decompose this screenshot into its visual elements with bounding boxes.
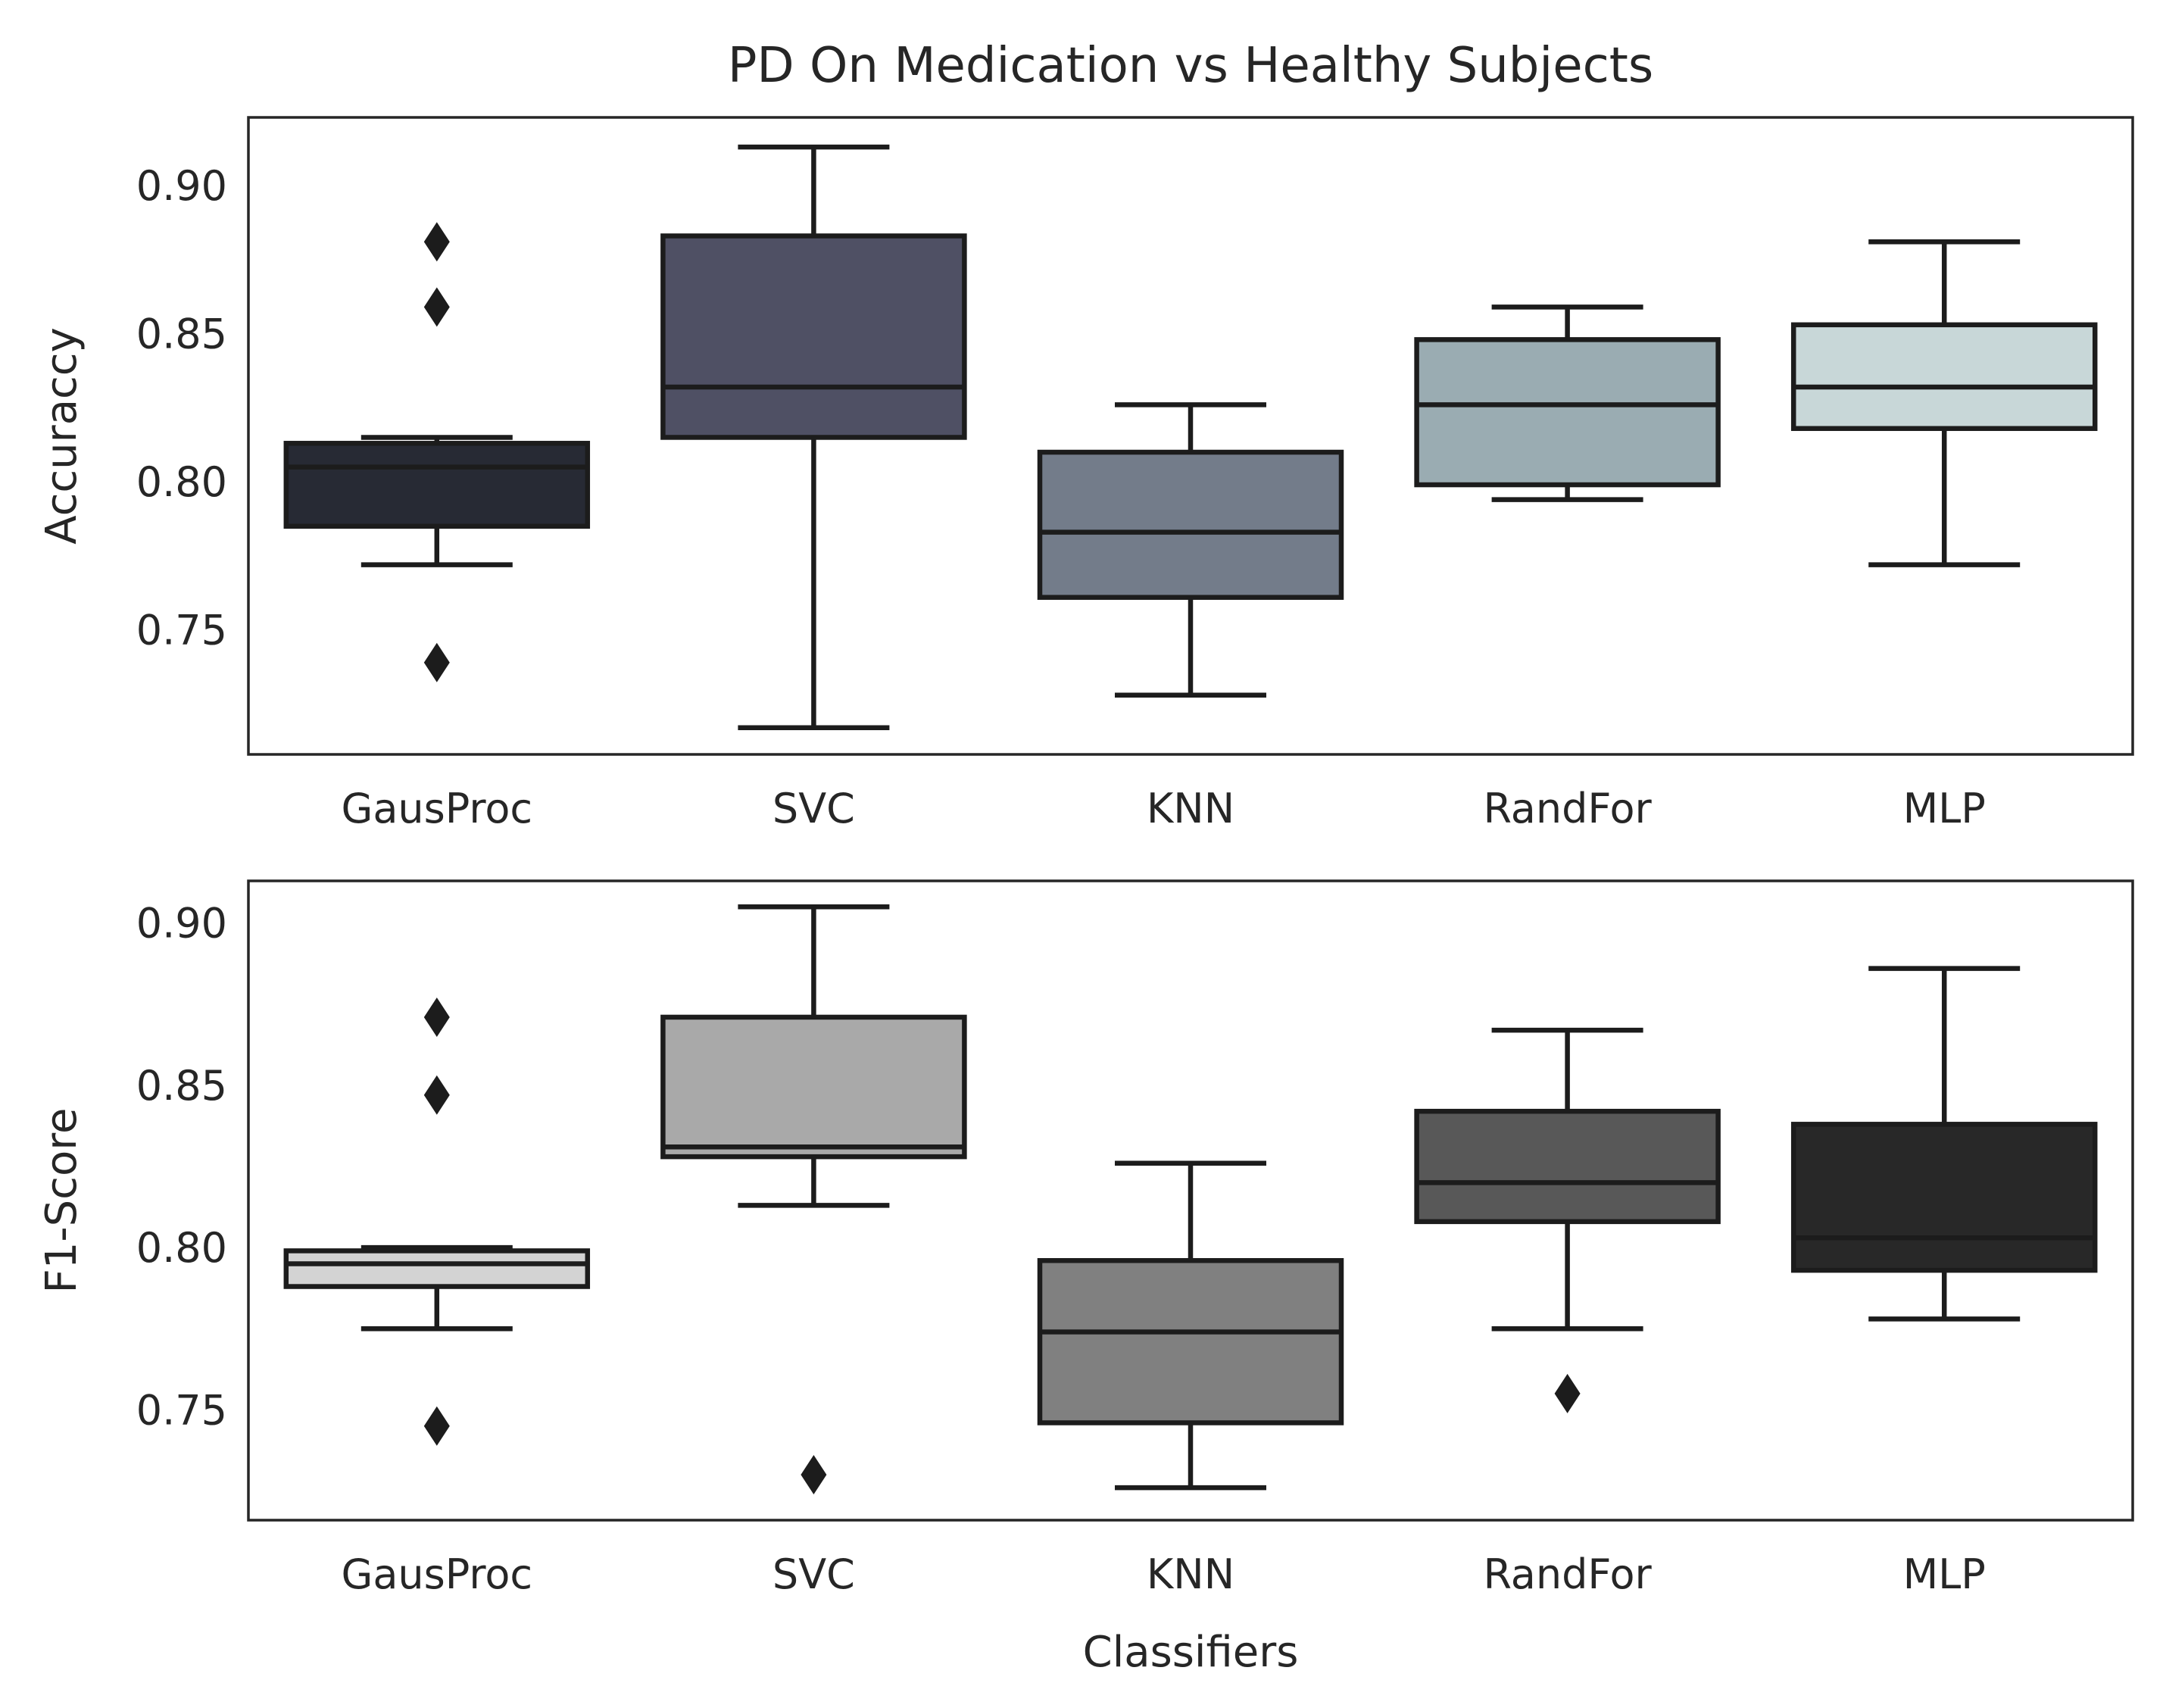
chart-title: PD On Medication vs Healthy Subjects — [728, 38, 1653, 94]
outlier-marker — [423, 222, 450, 262]
box-mlp — [1790, 966, 2098, 1322]
x-tick-label: RandFor — [1483, 1550, 1652, 1598]
x-tick-label: MLP — [1903, 1550, 1986, 1598]
x-tick-label: GausProc — [341, 785, 532, 832]
y-tick-label: 0.90 — [136, 900, 227, 948]
x-tick-label: MLP — [1903, 785, 1986, 832]
outlier-marker — [423, 1406, 450, 1446]
x-tick-label: SVC — [772, 785, 855, 832]
x-tick-label: KNN — [1147, 785, 1234, 832]
box-body — [283, 441, 591, 529]
x-tick-label: SVC — [772, 1550, 855, 1598]
box-knn — [1037, 402, 1344, 698]
box-body — [660, 233, 967, 440]
y-axis-label: F1-Score — [37, 1108, 86, 1294]
box-body — [1790, 322, 2098, 431]
x-tick-label: KNN — [1147, 1550, 1234, 1598]
accuracy-panel: 0.75 0.80 0.85 0.90 Accuraccy GausProc SVC KNN R… — [37, 116, 2134, 832]
plot-frame — [247, 879, 2134, 1522]
box-knn — [1037, 1160, 1344, 1491]
box-gausproc — [283, 222, 591, 682]
box-body — [1790, 1122, 2098, 1273]
y-tick-label: 0.85 — [136, 311, 227, 358]
box-mlp — [1790, 239, 2098, 567]
box-body — [283, 1248, 591, 1289]
x-tick-label: RandFor — [1483, 785, 1652, 832]
box-body — [1414, 1108, 1721, 1225]
box-randfor — [1414, 304, 1721, 502]
plot-frame — [247, 116, 2134, 756]
y-tick-label: 0.85 — [136, 1062, 227, 1110]
y-tick-label: 0.80 — [136, 458, 227, 506]
outlier-marker — [801, 1455, 827, 1495]
f1-score-panel: 0.75 0.80 0.85 0.90 F1-Score GausProc SVC KNN Ra… — [37, 879, 2134, 1598]
box-randfor — [1414, 1027, 1721, 1413]
box-gausproc — [283, 997, 591, 1446]
outlier-marker — [423, 997, 450, 1037]
outlier-marker — [423, 1075, 450, 1115]
y-tick-label: 0.90 — [136, 162, 227, 210]
box-svc — [660, 144, 967, 731]
y-tick-label: 0.75 — [136, 607, 227, 654]
outlier-marker — [1554, 1373, 1581, 1413]
box-body — [1037, 449, 1344, 600]
box-body — [1414, 337, 1721, 488]
box-body — [1037, 1258, 1344, 1425]
outlier-marker — [423, 642, 450, 682]
x-tick-label: GausProc — [341, 1550, 532, 1598]
box-body — [660, 1014, 967, 1160]
y-axis-label: Accuraccy — [37, 327, 86, 544]
y-tick-label: 0.75 — [136, 1386, 227, 1434]
y-tick-label: 0.80 — [136, 1224, 227, 1272]
outlier-marker — [423, 287, 450, 327]
x-axis-label: Classifiers — [1083, 1628, 1299, 1677]
box-svc — [660, 904, 967, 1495]
